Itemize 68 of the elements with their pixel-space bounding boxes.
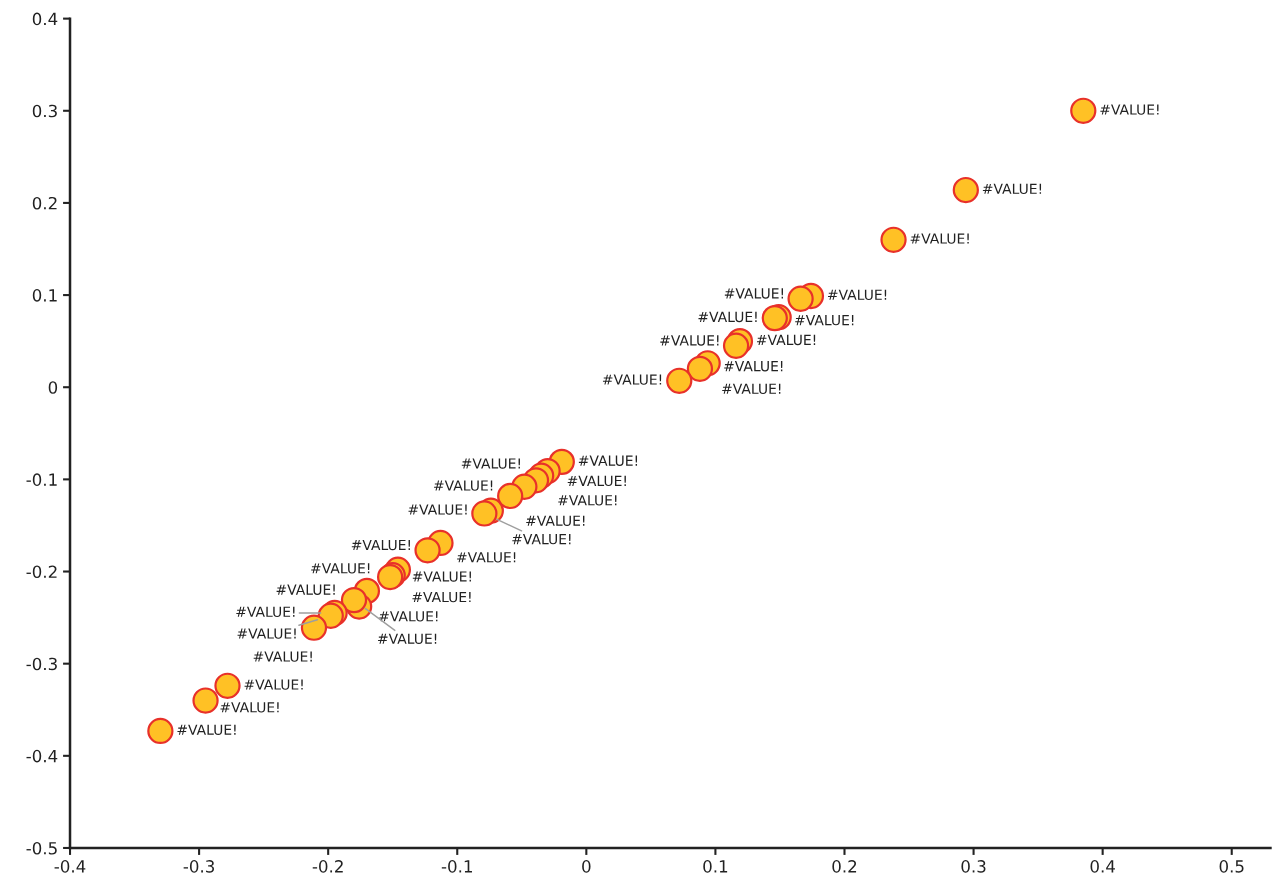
data-label: #VALUE! bbox=[236, 606, 295, 618]
data-label: #VALUE! bbox=[457, 552, 516, 563]
x-tick-label: 0.3 bbox=[961, 860, 986, 873]
data-label: #VALUE! bbox=[253, 651, 312, 662]
data-label: #VALUE! bbox=[982, 183, 1042, 195]
point bbox=[497, 482, 524, 510]
point bbox=[414, 537, 441, 564]
data-label: #VALUE! bbox=[567, 475, 626, 487]
data-label: #VALUE! bbox=[512, 534, 571, 545]
x-tick-label: 0 bbox=[582, 860, 591, 873]
x-tick-label: 0.4 bbox=[1090, 860, 1115, 873]
data-label: #VALUE! bbox=[434, 480, 493, 491]
x-tick-label: -0.3 bbox=[183, 860, 215, 873]
data-label: #VALUE! bbox=[237, 628, 296, 639]
point bbox=[192, 687, 219, 714]
y-tick-label: -0.3 bbox=[26, 657, 57, 671]
data-label: #VALUE! bbox=[461, 458, 520, 469]
point bbox=[1070, 97, 1097, 124]
point bbox=[952, 176, 979, 204]
x-tick-label: -0.4 bbox=[54, 860, 86, 873]
data-label: #VALUE! bbox=[795, 315, 854, 326]
data-label: #VALUE! bbox=[311, 563, 370, 574]
point bbox=[214, 672, 241, 699]
data-label: #VALUE! bbox=[408, 504, 467, 515]
data-label: #VALUE! bbox=[1100, 104, 1159, 115]
data-label: #VALUE! bbox=[578, 455, 638, 466]
data-label: #VALUE! bbox=[698, 311, 757, 323]
y-tick-label: 0.3 bbox=[32, 104, 57, 118]
data-label: #VALUE! bbox=[910, 233, 969, 244]
data-label: #VALUE! bbox=[660, 335, 719, 346]
data-label: #VALUE! bbox=[526, 515, 585, 526]
data-label: #VALUE! bbox=[828, 289, 887, 301]
y-tick-label: -0.1 bbox=[26, 473, 57, 486]
data-label: #VALUE! bbox=[379, 611, 438, 622]
x-tick-label: 0.1 bbox=[703, 860, 728, 873]
y-tick-label: -0.2 bbox=[26, 565, 57, 579]
y-tick-label: -0.5 bbox=[26, 841, 57, 855]
data-label: #VALUE! bbox=[378, 633, 437, 644]
data-label: #VALUE! bbox=[722, 383, 781, 395]
point bbox=[147, 717, 174, 745]
point bbox=[686, 355, 714, 382]
point bbox=[471, 500, 498, 527]
y-tick-label: 0.1 bbox=[32, 289, 57, 302]
data-label: #VALUE! bbox=[558, 495, 617, 506]
data-label: #VALUE! bbox=[412, 591, 471, 603]
x-tick-label: 0.5 bbox=[1219, 860, 1244, 873]
data-label: #VALUE! bbox=[177, 724, 236, 735]
point bbox=[340, 586, 368, 614]
point bbox=[787, 285, 814, 312]
x-tick-label: 0.2 bbox=[832, 860, 857, 873]
y-tick-label: 0.2 bbox=[32, 196, 57, 210]
data-label: #VALUE! bbox=[351, 539, 410, 551]
point bbox=[880, 226, 907, 253]
y-tick-label: 0.4 bbox=[32, 12, 58, 26]
y-tick-label: -0.4 bbox=[26, 749, 58, 763]
data-label: #VALUE! bbox=[757, 334, 816, 346]
data-label: #VALUE! bbox=[244, 679, 303, 690]
x-tick-label: -0.1 bbox=[441, 860, 472, 873]
data-label: #VALUE! bbox=[602, 374, 662, 385]
x-tick-label: -0.2 bbox=[312, 860, 343, 873]
data-label: #VALUE! bbox=[220, 702, 279, 713]
data-label: #VALUE! bbox=[724, 288, 783, 299]
y-tick-label: 0 bbox=[48, 381, 58, 394]
data-label: #VALUE! bbox=[412, 571, 471, 582]
data-label: #VALUE! bbox=[276, 584, 335, 595]
point bbox=[300, 614, 328, 641]
point bbox=[666, 367, 693, 394]
data-label: #VALUE! bbox=[724, 361, 783, 372]
